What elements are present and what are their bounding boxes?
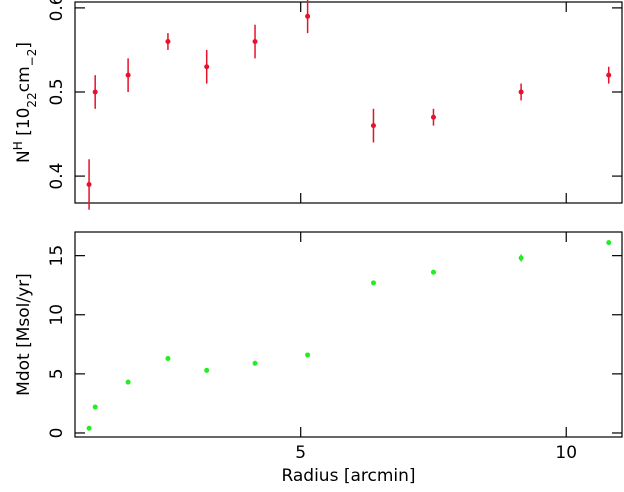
data-point bbox=[86, 181, 92, 187]
y-tick-label: 0.5 bbox=[47, 78, 67, 105]
y-axis-label-part: ] bbox=[14, 42, 34, 49]
y-tick-label: 0.4 bbox=[47, 163, 67, 190]
y-tick-label: 0 bbox=[47, 428, 67, 439]
y-axis-label-part: H bbox=[11, 141, 25, 150]
data-point bbox=[305, 13, 311, 19]
y-tick-label: 5 bbox=[47, 368, 67, 379]
data-point bbox=[165, 355, 171, 361]
data-point bbox=[92, 89, 98, 95]
y-tick-label: 15 bbox=[47, 245, 67, 267]
data-point bbox=[305, 352, 311, 358]
data-point bbox=[252, 360, 258, 366]
plot-frame bbox=[74, 1, 623, 204]
y-axis-label-part: [10 bbox=[14, 108, 34, 142]
data-point bbox=[430, 114, 436, 120]
data-point bbox=[606, 72, 612, 78]
y-tick-label: 10 bbox=[47, 304, 67, 326]
y-axis-label: NH [1022cm−2] bbox=[11, 42, 39, 163]
y-axis-label-part: 22 bbox=[25, 92, 39, 107]
data-point bbox=[92, 404, 98, 410]
data-point bbox=[430, 269, 436, 275]
data-point bbox=[125, 72, 131, 78]
data-point bbox=[370, 280, 376, 286]
y-axis-label: Mdot [Msol/yr] bbox=[14, 273, 34, 396]
data-point bbox=[252, 39, 258, 45]
y-axis-label-part: −2 bbox=[25, 49, 39, 67]
data-point bbox=[370, 123, 376, 129]
data-point bbox=[125, 379, 131, 385]
data-point bbox=[204, 64, 210, 70]
x-axis-label: Radius [arcmin] bbox=[281, 466, 415, 486]
data-point bbox=[518, 89, 524, 95]
y-axis-label-part: N bbox=[14, 150, 34, 163]
data-point bbox=[86, 425, 92, 431]
y-tick-label: 0.6 bbox=[47, 0, 67, 21]
y-axis-label-part: Mdot [Msol/yr] bbox=[14, 273, 34, 396]
y-axis-label-part: cm bbox=[14, 66, 34, 92]
data-point bbox=[518, 255, 524, 261]
data-point bbox=[606, 240, 612, 246]
x-tick-label: 10 bbox=[555, 443, 577, 463]
data-point bbox=[165, 39, 171, 45]
data-point bbox=[204, 367, 210, 373]
x-tick-label: 5 bbox=[295, 443, 306, 463]
plot-frame bbox=[74, 231, 623, 438]
